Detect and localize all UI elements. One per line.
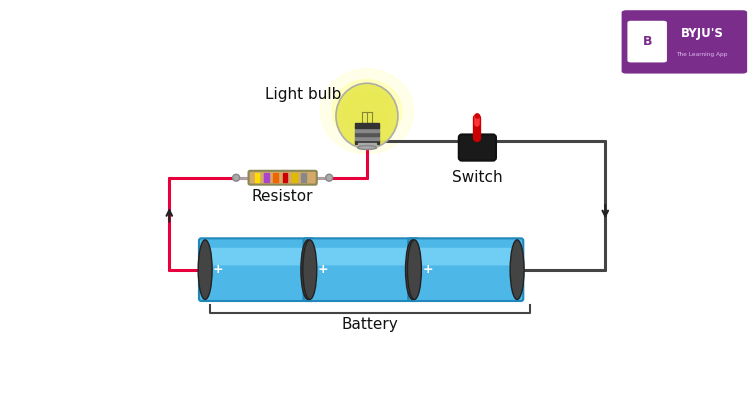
Ellipse shape — [232, 174, 240, 181]
FancyBboxPatch shape — [628, 21, 667, 62]
Bar — [356, 136, 379, 140]
Bar — [356, 140, 379, 145]
Ellipse shape — [332, 80, 402, 143]
Text: Switch: Switch — [452, 170, 503, 185]
FancyBboxPatch shape — [413, 248, 519, 265]
FancyBboxPatch shape — [203, 248, 310, 265]
Ellipse shape — [358, 146, 376, 150]
Bar — [356, 123, 379, 127]
Text: +: + — [318, 263, 328, 276]
Ellipse shape — [326, 174, 333, 181]
Bar — [356, 127, 379, 132]
Ellipse shape — [475, 113, 480, 119]
Text: Resistor: Resistor — [252, 189, 314, 204]
Text: Battery: Battery — [341, 317, 398, 332]
Text: BYJU'S: BYJU'S — [680, 26, 723, 40]
Ellipse shape — [510, 240, 524, 300]
Text: Light bulb: Light bulb — [265, 87, 341, 102]
Text: +: + — [213, 263, 223, 276]
Ellipse shape — [407, 240, 422, 300]
Ellipse shape — [406, 240, 419, 300]
FancyBboxPatch shape — [308, 248, 414, 265]
Ellipse shape — [344, 90, 390, 132]
FancyBboxPatch shape — [622, 10, 747, 74]
Bar — [292, 173, 296, 182]
Bar — [358, 143, 376, 147]
Bar — [283, 173, 287, 182]
Ellipse shape — [198, 240, 212, 300]
Ellipse shape — [303, 240, 316, 300]
FancyBboxPatch shape — [304, 238, 418, 301]
Bar — [264, 173, 268, 182]
FancyBboxPatch shape — [199, 238, 314, 301]
FancyBboxPatch shape — [408, 238, 524, 301]
Bar — [273, 173, 278, 182]
FancyBboxPatch shape — [248, 171, 316, 185]
Ellipse shape — [336, 83, 398, 149]
Ellipse shape — [320, 69, 413, 154]
Bar — [302, 173, 306, 182]
Text: B: B — [643, 35, 652, 49]
Bar — [255, 173, 260, 182]
Bar — [356, 132, 379, 136]
FancyBboxPatch shape — [459, 134, 496, 160]
Ellipse shape — [301, 240, 315, 300]
Text: +: + — [422, 263, 433, 276]
Text: The Learning App: The Learning App — [676, 52, 728, 57]
